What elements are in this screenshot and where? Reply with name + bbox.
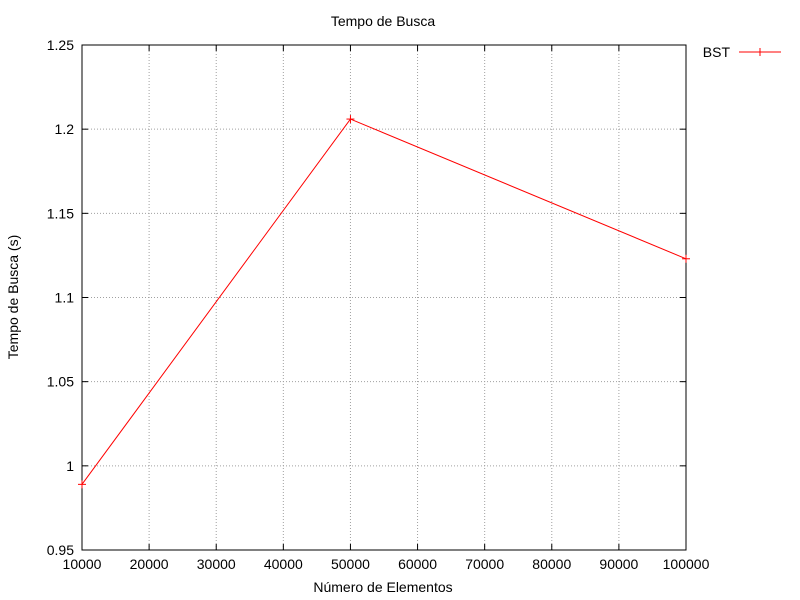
y-axis-label: Tempo de Busca (s) [5,235,21,360]
data-point [78,480,86,489]
y-tick-label: 0.95 [47,542,74,558]
x-tick-label: 50000 [331,556,370,572]
legend: BST [703,44,781,60]
x-tick-label: 70000 [465,556,504,572]
x-tick-label: 100000 [663,556,710,572]
y-tick-label: 1 [66,458,74,474]
y-tick-label: 1.2 [55,121,75,137]
data-point [346,115,355,124]
y-tick-label: 1.1 [55,290,75,306]
y-tick-label: 1.05 [47,374,74,390]
x-tick-label: 90000 [599,556,638,572]
x-tick-label: 40000 [264,556,303,572]
legend-label-bst: BST [703,44,731,60]
series-layer [78,115,690,489]
y-tick-label: 1.25 [47,37,74,53]
x-tick-label: 20000 [130,556,169,572]
x-tick-label: 10000 [63,556,102,572]
axis-ticks: 10000 20000 30000 40000 50000 60000 70000 80000… [47,37,710,572]
grid [82,45,686,550]
y-tick-label: 1.15 [47,205,74,221]
data-point [682,254,690,263]
x-tick-label: 30000 [197,556,236,572]
x-axis-label: Número de Elementos [313,579,452,595]
x-tick-label: 80000 [532,556,571,572]
x-tick-label: 60000 [398,556,437,572]
chart-title: Tempo de Busca [331,13,435,29]
series-line-bst [81,118,687,485]
